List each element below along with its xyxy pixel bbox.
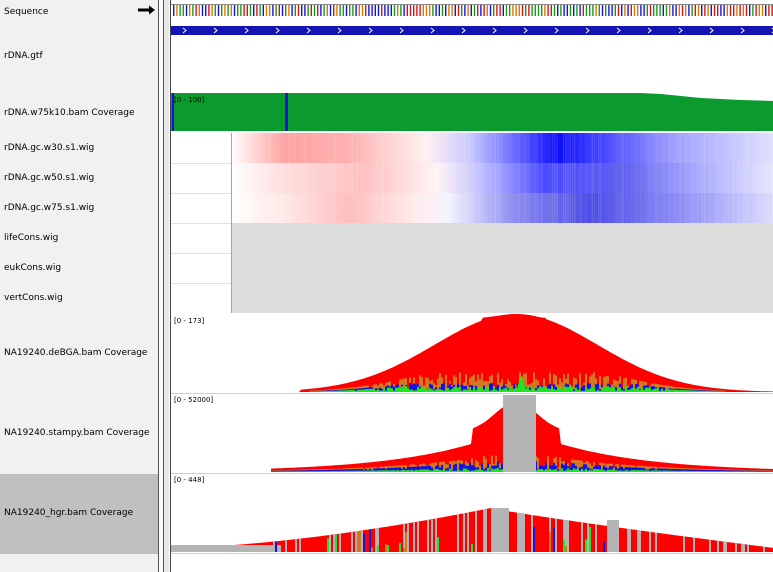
tracks-canvas[interactable]: [0 - 100] [0 - 173] [0 - 52000] [171,0,773,572]
track-name-lifecons[interactable]: lifeCons.wig [4,233,59,243]
heatmap-texture [233,133,773,223]
track-name-gc75[interactable]: rDNA.gc.w75.s1.wig [4,203,95,213]
selected-track-highlight [0,474,158,554]
conservation-empty-region [232,223,773,313]
stampy-range-label: [0 - 52000] [174,396,213,404]
track-name-sequence[interactable]: Sequence [4,7,49,17]
w75k10-marker [172,93,174,131]
hgr-coverage-plot [171,508,773,552]
w75k10-range-label: [0 - 100] [174,96,205,104]
debga-range-label: [0 - 173] [174,317,205,325]
gc75-heatmap [231,193,773,223]
track-name-w75k10[interactable]: rDNA.w75k10.bam Coverage [4,108,135,118]
track-name-vertcons[interactable]: vertCons.wig [4,293,63,303]
w75k10-marker [285,93,288,131]
gene-feature[interactable] [171,26,773,35]
track-name-hgr[interactable]: NA19240_hgr.bam Coverage [4,508,134,518]
track-name-gc50[interactable]: rDNA.gc.w50.s1.wig [4,173,95,183]
track-name-panel: Sequence rDNA.gtf rDNA.w75k10.bam Covera… [0,0,158,572]
data-panel: [0 - 100] [0 - 173] [0 - 52000] [170,0,773,572]
sequence-bases [171,4,773,16]
panel-divider[interactable] [164,0,169,572]
hgr-range-label: [0 - 448] [174,476,205,484]
track-name-stampy[interactable]: NA19240.stampy.bam Coverage [4,428,150,438]
attribute-panel [158,0,164,572]
track-name-gc30[interactable]: rDNA.gc.w30.s1.wig [4,143,95,153]
track-name-eukcons[interactable]: eukCons.wig [4,263,62,273]
gc50-heatmap [231,163,773,193]
gene-strand-arrows [182,27,773,34]
gc30-heatmap [231,133,773,163]
track-name-gtf[interactable]: rDNA.gtf [4,51,43,61]
debga-coverage-plot [281,314,773,392]
w75k10-coverage-area [171,93,773,131]
stampy-coverage-plot [271,395,773,473]
strand-arrow-icon[interactable] [138,5,156,15]
track-name-debga[interactable]: NA19240.deBGA.bam Coverage [4,348,148,358]
